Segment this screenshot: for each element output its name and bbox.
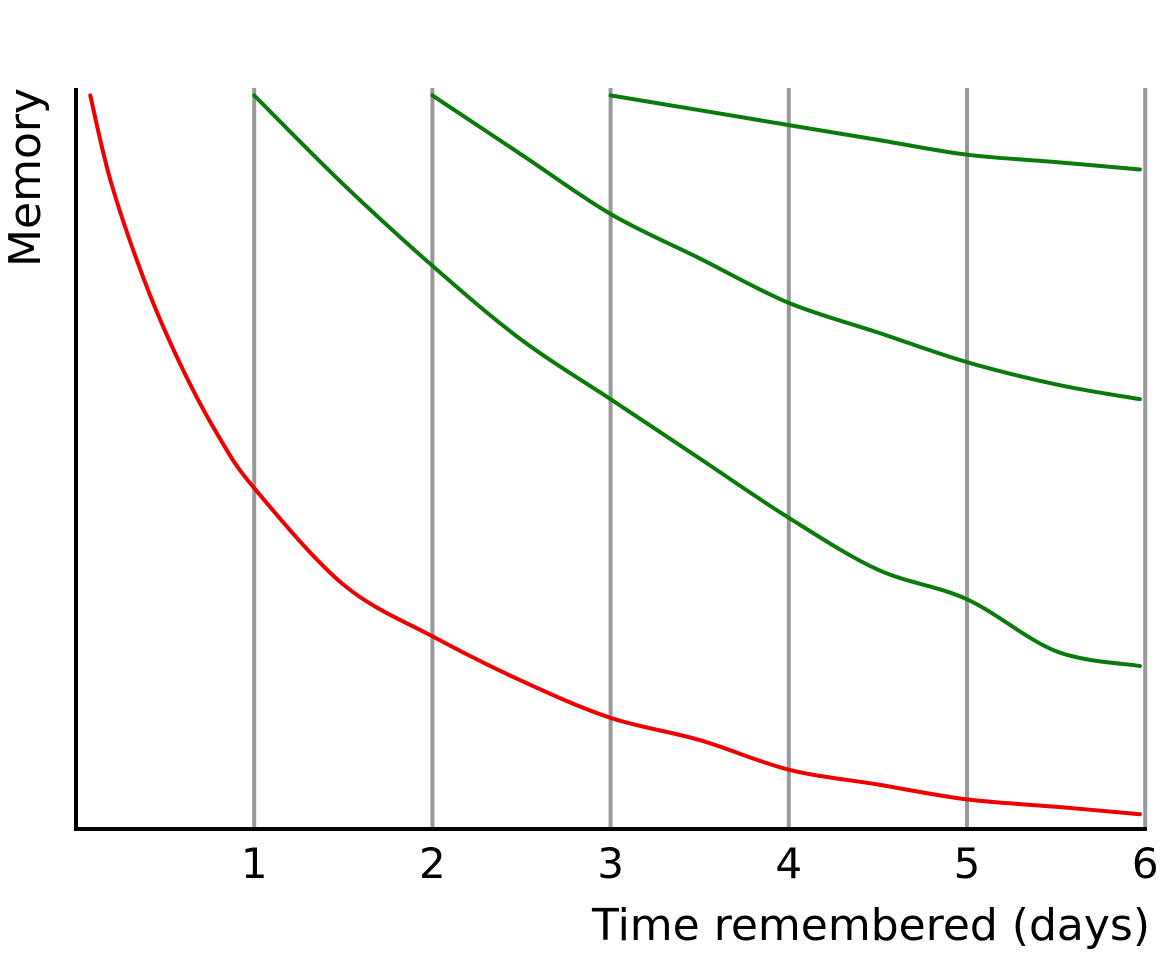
x-tick-label-5: 5 bbox=[954, 839, 981, 888]
x-tick-label-2: 2 bbox=[419, 839, 446, 888]
x-tick-label-3: 3 bbox=[597, 839, 624, 888]
x-axis-title: Time remembered (days) bbox=[591, 900, 1150, 951]
review-curve-line-3 bbox=[608, 93, 1142, 172]
x-tick-label-1: 1 bbox=[241, 839, 268, 888]
x-tick-label-4: 4 bbox=[775, 839, 802, 888]
y-axis-title: Memory bbox=[0, 88, 51, 267]
forgetting-curve-line bbox=[88, 93, 1142, 817]
x-tick-label-6: 6 bbox=[1132, 839, 1159, 888]
curves bbox=[88, 93, 1142, 817]
x-tick-labels: 1 2 3 4 5 6 bbox=[241, 839, 1159, 888]
review-curve-line-2 bbox=[430, 93, 1142, 402]
gridlines bbox=[252, 88, 1148, 829]
axes bbox=[74, 88, 1147, 831]
review-curve-line-1 bbox=[252, 93, 1142, 668]
